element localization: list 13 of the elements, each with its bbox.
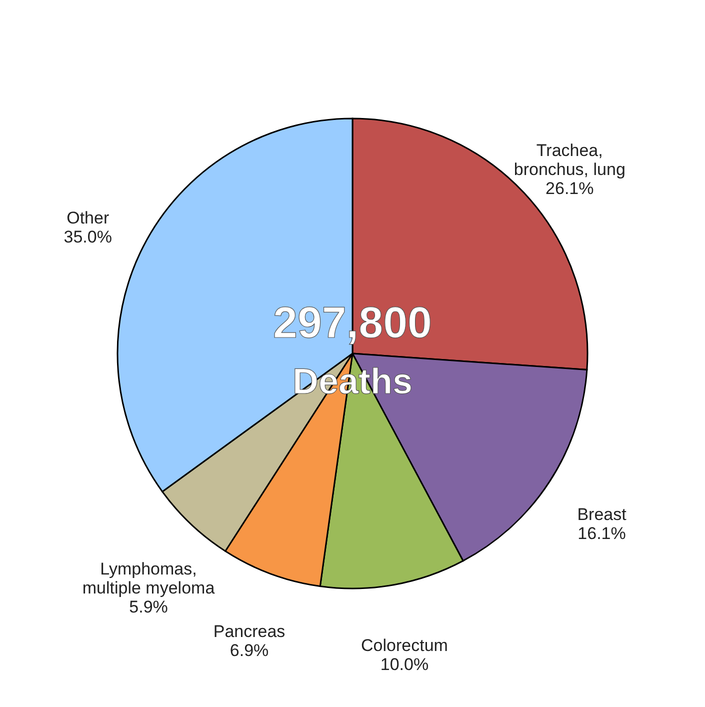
- data-label: 35.0%: [64, 228, 112, 247]
- data-label: 16.1%: [578, 524, 626, 543]
- data-label: 10.0%: [380, 654, 429, 674]
- slice-label: Colorectum: [361, 636, 448, 655]
- slice-label: Lymphomas, multiple myeloma: [82, 559, 216, 598]
- text: 297,800: [272, 298, 432, 348]
- data-label: 6.9%: [230, 640, 269, 660]
- slice-label: Other: [66, 208, 110, 228]
- slice-label: Trachea, bronchus, lung: [514, 140, 626, 179]
- slice-label: Breast: [577, 504, 627, 524]
- slice-label: Pancreas: [213, 622, 286, 641]
- data-label: 5.9%: [129, 597, 168, 616]
- data-label: 26.1%: [546, 178, 594, 198]
